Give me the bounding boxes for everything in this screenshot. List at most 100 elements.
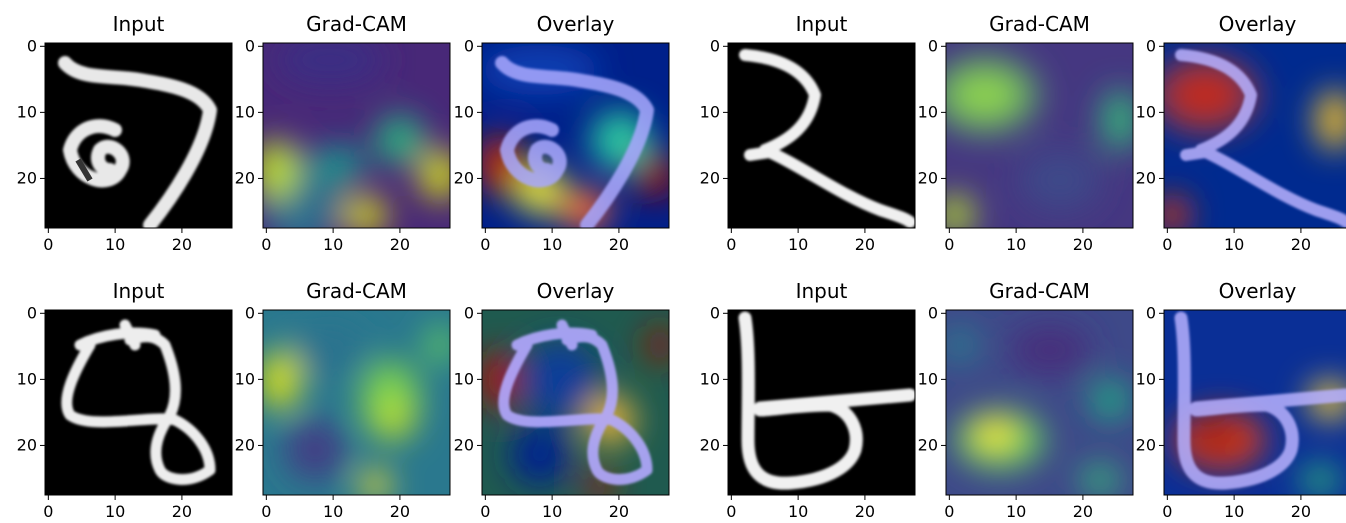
x-tick-label: 10 [105, 502, 125, 521]
x-tick-label: 20 [609, 502, 629, 521]
axes: 0 0 10 10 20 20 [700, 36, 916, 254]
panel-title: Input [796, 12, 848, 36]
y-tick-label: 0 [1146, 36, 1156, 55]
panel-row2-overlay-a: Overlay [482, 279, 669, 495]
y-tick-label: 20 [1136, 168, 1156, 187]
x-tick-label: 20 [1291, 502, 1311, 521]
y-tick-label: 10 [1136, 102, 1156, 121]
input-digit-stroke [61, 319, 216, 485]
x-tick-label: 10 [542, 235, 562, 254]
x-tick-label: 0 [726, 235, 736, 254]
x-tick-label: 0 [43, 235, 53, 254]
y-tick-label: 10 [235, 369, 255, 388]
x-tick-label: 0 [1162, 502, 1172, 521]
x-tick-label: 10 [1224, 235, 1244, 254]
x-tick-label: 10 [788, 235, 808, 254]
x-tick-label: 20 [855, 235, 875, 254]
y-tick-label: 0 [928, 36, 938, 55]
axes-frame [262, 309, 451, 496]
y-tick-label: 10 [454, 102, 474, 121]
y-tick-label: 10 [918, 369, 938, 388]
axes-frame [727, 309, 916, 496]
y-tick-label: 20 [235, 435, 255, 454]
overlay-digit-stroke [1175, 49, 1346, 228]
axes: 0 0 10 10 20 20 [235, 36, 451, 254]
overlay-digit-stroke [1174, 311, 1346, 490]
panel-title: Overlay [1219, 12, 1297, 36]
x-tick-label: 20 [172, 502, 192, 521]
axes-frame [44, 42, 233, 229]
y-tick-label: 10 [17, 369, 37, 388]
y-tick-label: 0 [1146, 303, 1156, 322]
y-tick-label: 20 [17, 435, 37, 454]
y-tick-label: 20 [1136, 435, 1156, 454]
overlay-digit-stroke [495, 56, 654, 228]
x-tick-label: 0 [261, 235, 271, 254]
axes-frame [1163, 309, 1346, 496]
y-tick-label: 0 [27, 36, 37, 55]
x-tick-label: 0 [261, 502, 271, 521]
panel-row2-input-a: Input [45, 279, 232, 495]
panel-row1-gradcam-a: Grad-CAM [263, 12, 450, 228]
panel-row2-overlay-b: Overlay [1164, 279, 1346, 495]
x-tick-label: 10 [788, 502, 808, 521]
panel-title: Input [796, 279, 848, 303]
panel-row2-gradcam-a: Grad-CAM [263, 279, 450, 495]
axes-frame [1163, 42, 1346, 229]
x-tick-label: 20 [855, 502, 875, 521]
x-tick-label: 0 [480, 235, 490, 254]
y-tick-label: 20 [700, 435, 720, 454]
overlay-digit-stroke [498, 319, 653, 485]
axes-frame [481, 42, 670, 229]
x-tick-label: 10 [1006, 502, 1026, 521]
x-tick-label: 10 [1224, 502, 1244, 521]
panel-title: Overlay [537, 279, 615, 303]
x-tick-label: 0 [944, 502, 954, 521]
x-tick-label: 20 [609, 235, 629, 254]
x-tick-label: 0 [1162, 235, 1172, 254]
y-tick-label: 20 [454, 435, 474, 454]
panel-title: Grad-CAM [989, 12, 1090, 36]
x-tick-label: 10 [105, 235, 125, 254]
axes-frame [44, 309, 233, 496]
axes: 0 0 10 10 20 20 [17, 303, 233, 521]
x-tick-label: 20 [1073, 235, 1093, 254]
panel-row2-input-b: Input [728, 279, 915, 495]
y-tick-label: 0 [27, 303, 37, 322]
x-tick-label: 0 [43, 502, 53, 521]
y-tick-label: 20 [700, 168, 720, 187]
panel-title: Input [113, 279, 165, 303]
y-tick-label: 20 [17, 168, 37, 187]
y-tick-label: 10 [454, 369, 474, 388]
panel-row2-gradcam-b: Grad-CAM [946, 279, 1133, 495]
axes: 0 0 10 10 20 20 [235, 303, 451, 521]
x-tick-label: 20 [390, 502, 410, 521]
y-tick-label: 0 [710, 303, 720, 322]
panel-row1-gradcam-b: Grad-CAM [946, 12, 1133, 228]
y-tick-label: 0 [245, 303, 255, 322]
y-tick-label: 10 [700, 369, 720, 388]
panel-row1-overlay-a: Overlay [482, 12, 669, 228]
axes: 0 0 10 10 20 20 [454, 303, 670, 521]
panel-row1-input-a: Input [45, 12, 232, 228]
panel-title: Overlay [1219, 279, 1297, 303]
y-tick-label: 0 [928, 303, 938, 322]
x-tick-label: 10 [542, 502, 562, 521]
x-tick-label: 0 [944, 235, 954, 254]
y-tick-label: 0 [245, 36, 255, 55]
axes-frame [945, 309, 1134, 496]
x-tick-label: 10 [1006, 235, 1026, 254]
panel-title: Grad-CAM [306, 279, 407, 303]
axes: 0 0 10 10 20 20 [918, 303, 1134, 521]
panel-title: Overlay [537, 12, 615, 36]
y-tick-label: 0 [464, 36, 474, 55]
y-tick-label: 0 [710, 36, 720, 55]
axes: 0 0 10 10 20 20 [918, 36, 1134, 254]
panel-title: Grad-CAM [306, 12, 407, 36]
y-tick-label: 10 [1136, 369, 1156, 388]
axes: 0 0 10 10 20 20 [1136, 36, 1346, 254]
axes-frame [481, 309, 670, 496]
input-digit-stroke [738, 311, 915, 490]
axes-frame [727, 42, 916, 229]
